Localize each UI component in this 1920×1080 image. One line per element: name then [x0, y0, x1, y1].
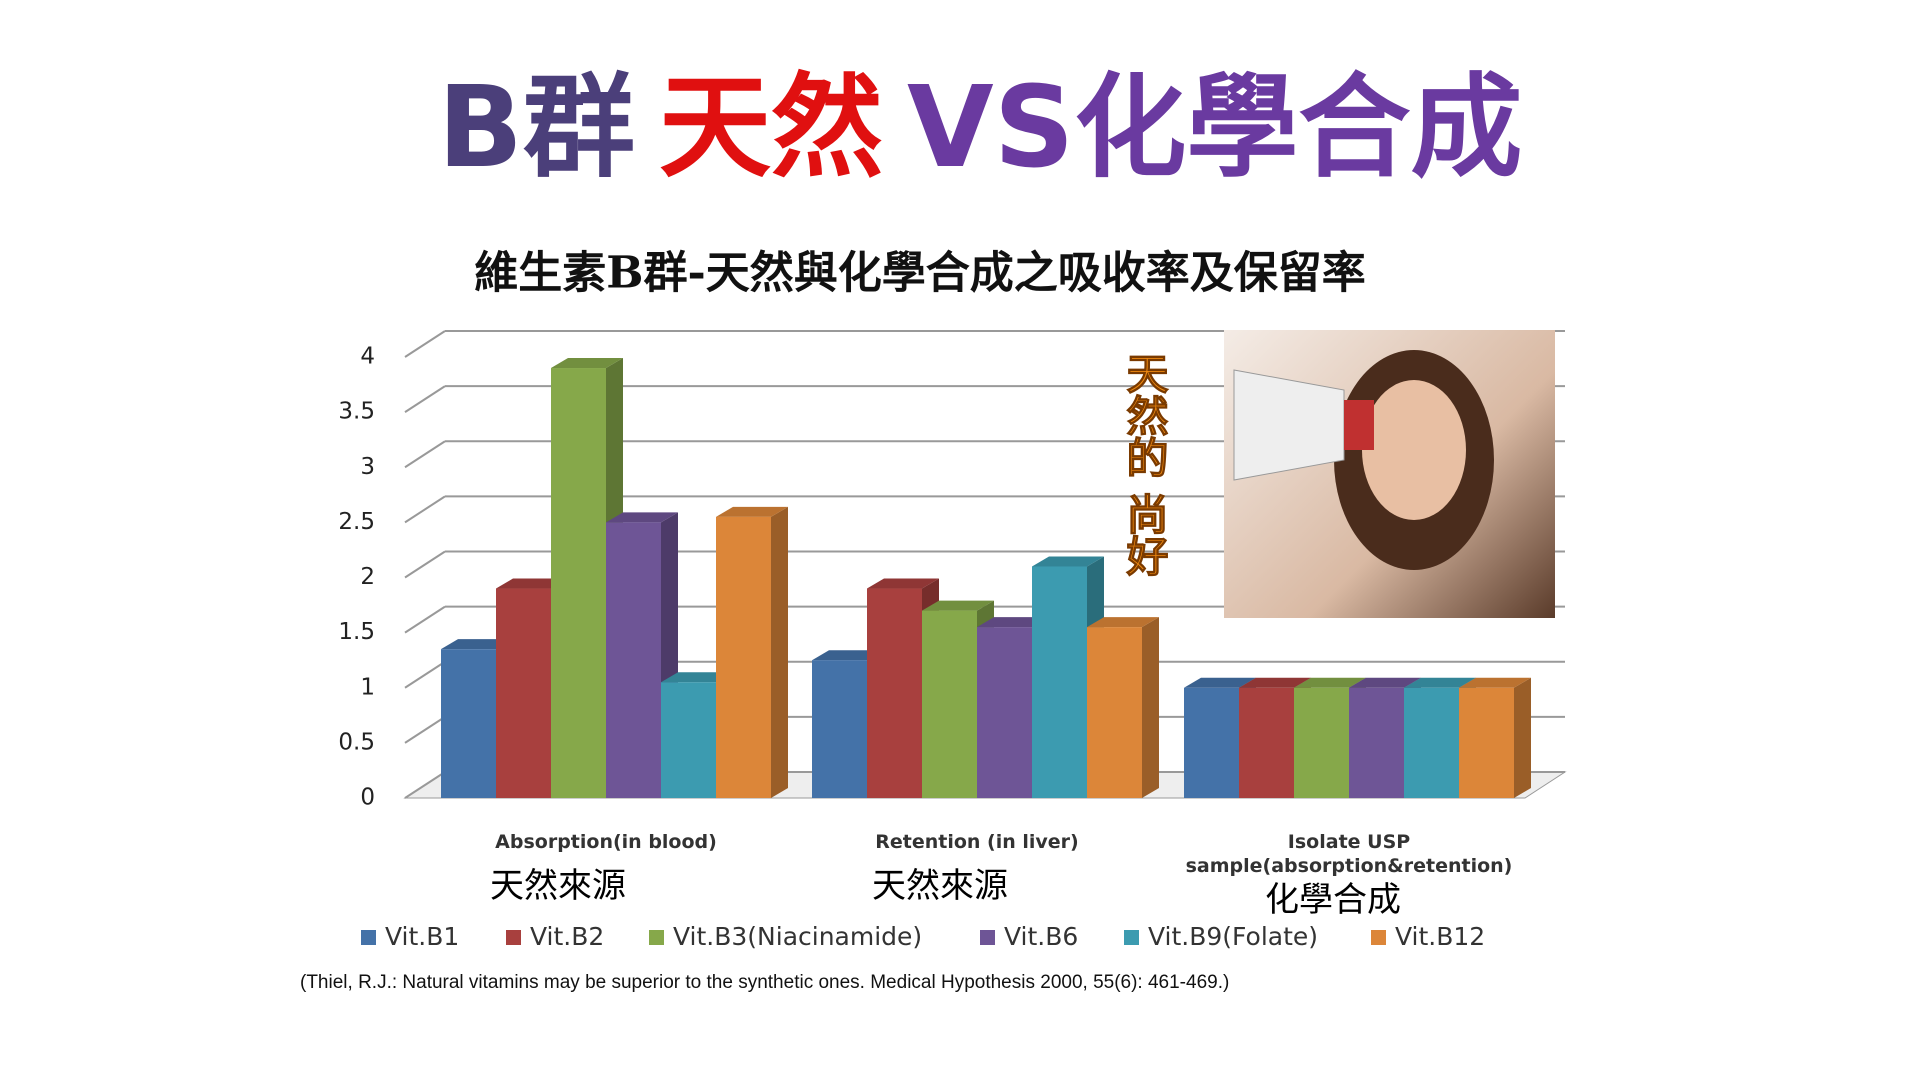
legend-label: Vit.B12	[1395, 922, 1485, 951]
bar-top	[606, 512, 678, 523]
title-part: B群	[438, 63, 635, 193]
bar	[922, 610, 977, 798]
bar	[1404, 687, 1459, 798]
bar	[1349, 687, 1404, 798]
bar	[812, 660, 867, 798]
y-tick-label: 0.5	[338, 729, 375, 755]
bar	[606, 522, 661, 798]
legend-label: Vit.B3(Niacinamide)	[673, 922, 922, 951]
x-tick-label: Retention (in liver)	[875, 831, 1079, 853]
bar-top	[1404, 677, 1476, 688]
legend-label: Vit.B1	[385, 922, 459, 951]
bar-top	[1294, 677, 1366, 688]
bar	[977, 627, 1032, 798]
legend-swatch	[1124, 930, 1139, 945]
title-part: 天然	[659, 63, 883, 193]
bar-side	[1142, 617, 1159, 798]
citation: (Thiel, R.J.: Natural vitamins may be su…	[300, 972, 1230, 993]
bar	[1459, 687, 1514, 798]
category-note: 化學合成	[1265, 880, 1401, 920]
legend-swatch	[361, 930, 376, 945]
y-tick-label: 0	[360, 785, 375, 811]
bar-top	[867, 578, 939, 589]
bar-top	[441, 639, 513, 650]
bar-top	[922, 600, 994, 611]
grid-line-side	[404, 605, 446, 634]
grid-line-side	[404, 660, 446, 689]
grid-line-side	[404, 716, 446, 744]
legend-label: Vit.B9(Folate)	[1148, 922, 1318, 951]
bar	[1087, 627, 1142, 798]
legend-swatch	[649, 930, 664, 945]
legend-swatch	[1371, 930, 1386, 945]
y-tick-label: 4	[360, 344, 375, 370]
grid-line-side	[404, 495, 446, 524]
bar	[867, 588, 922, 798]
bar	[1184, 687, 1239, 798]
bar-top	[1087, 617, 1159, 628]
bar	[716, 516, 771, 798]
bar-side	[771, 506, 788, 798]
bar-top	[1349, 677, 1421, 688]
bar	[661, 682, 716, 798]
bar-top	[496, 578, 568, 589]
x-tick-label: Absorption(in blood)	[495, 831, 717, 853]
bar-side	[1514, 677, 1531, 798]
bar	[441, 649, 496, 798]
bar-top	[977, 617, 1049, 628]
bar	[1032, 566, 1087, 798]
category-note: 天然來源	[490, 866, 626, 906]
slide-title: B群 天然 VS化學合成	[438, 63, 1523, 193]
bar	[1294, 687, 1349, 798]
y-tick-label: 2.5	[338, 509, 375, 535]
face	[1362, 380, 1466, 520]
legend-label: Vit.B6	[1004, 922, 1078, 951]
bar-top	[716, 506, 788, 517]
grid-line-side	[404, 771, 446, 799]
bar-top	[1184, 677, 1256, 688]
grid-line-side	[404, 550, 446, 579]
legend-label: Vit.B2	[530, 922, 604, 951]
y-tick-label: 1	[360, 674, 375, 700]
y-tick-label: 2	[360, 564, 375, 590]
bar	[1239, 687, 1294, 798]
grid-line-side	[404, 330, 446, 358]
chart-subtitle: 維生素B群-天然與化學合成之吸收率及保留率	[474, 248, 1365, 299]
megaphone	[1233, 369, 1345, 481]
legend-swatch	[980, 930, 995, 945]
bar-top	[551, 358, 623, 369]
photo-drawing	[1233, 350, 1494, 570]
annotation: 天然的 尚好	[1120, 352, 1170, 578]
category-note: 天然來源	[872, 866, 1008, 906]
bar-top	[1239, 677, 1311, 688]
grid-line-side	[404, 440, 446, 469]
bar-top	[812, 650, 884, 661]
bar	[551, 368, 606, 798]
x-tick-label: Isolate USP sample(absorption&retention)	[1185, 831, 1513, 877]
bar	[496, 588, 551, 798]
grid-line-side	[404, 385, 446, 413]
bar-top	[1032, 556, 1104, 567]
y-tick-label: 1.5	[338, 619, 375, 645]
bar-top	[1459, 677, 1531, 688]
bar-top	[661, 672, 733, 683]
legend-swatch	[506, 930, 521, 945]
title-part: VS化學合成	[907, 63, 1522, 193]
y-tick-label: 3	[360, 454, 375, 480]
y-tick-label: 3.5	[338, 399, 375, 425]
megaphone-band	[1344, 400, 1374, 450]
photo-placeholder	[1224, 330, 1555, 618]
